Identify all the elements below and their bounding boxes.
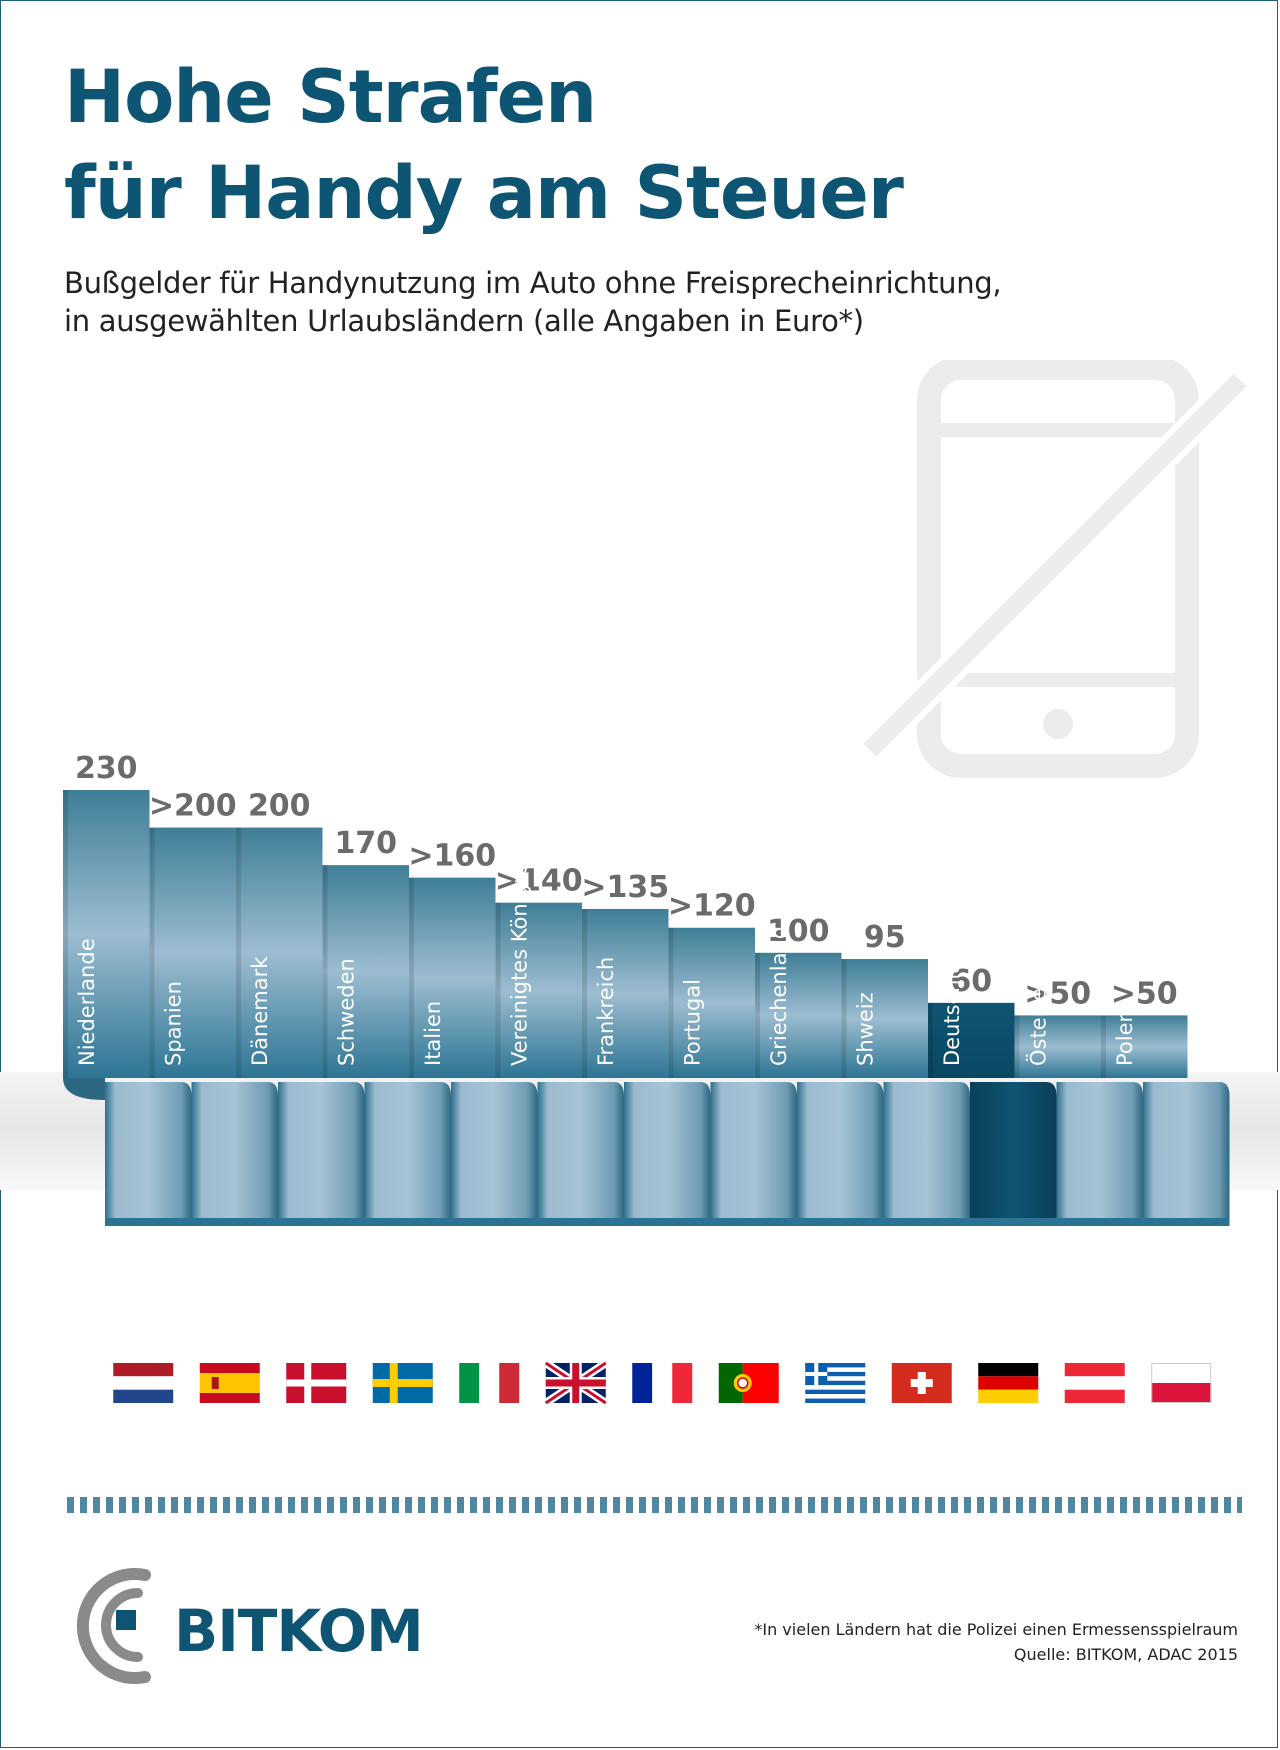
flag-netherlands bbox=[113, 1363, 174, 1403]
flag-greece bbox=[805, 1363, 866, 1403]
category-label: Portugal bbox=[681, 979, 705, 1066]
ribbon-segment bbox=[624, 1082, 711, 1226]
category-label: Dänemark bbox=[248, 956, 272, 1066]
bar-group: 200 Dänemark bbox=[236, 789, 323, 1078]
category-label: Österreich bbox=[1026, 957, 1051, 1066]
ribbon-segment bbox=[537, 1082, 624, 1226]
bar-group: >160 Italien bbox=[408, 839, 496, 1078]
bar bbox=[495, 902, 582, 1078]
page-subtitle: Bußgelder für Handynutzung im Auto ohne … bbox=[64, 264, 1002, 340]
subtitle-line-2: in ausgewählten Urlaubsländern (alle Ang… bbox=[64, 304, 864, 338]
bar bbox=[322, 865, 409, 1078]
ribbon-segment bbox=[710, 1082, 797, 1226]
flag-poland bbox=[1151, 1363, 1212, 1403]
category-label: Spanien bbox=[162, 981, 186, 1066]
ribbon-segment bbox=[278, 1082, 365, 1226]
value-label: >140 bbox=[495, 864, 583, 899]
ribbon-fold-left bbox=[63, 1078, 105, 1100]
bar-group: >120 Portugal bbox=[668, 889, 756, 1078]
category-label: Italien bbox=[421, 1001, 445, 1066]
category-label: Niederlande bbox=[75, 938, 99, 1066]
category-label: Shweiz bbox=[854, 992, 878, 1066]
bitkom-logo-icon bbox=[76, 1568, 151, 1684]
ribbon-segment bbox=[364, 1082, 451, 1226]
value-label: 95 bbox=[864, 920, 906, 955]
category-label: Schweden bbox=[335, 958, 359, 1066]
bitkom-logo: BITKOM bbox=[60, 1565, 424, 1685]
bar-group: >200 Spanien bbox=[149, 789, 237, 1078]
bar bbox=[755, 952, 842, 1078]
ribbon-segment bbox=[105, 1082, 192, 1226]
flag-switzerland bbox=[891, 1363, 952, 1403]
ribbon-segment bbox=[970, 1082, 1057, 1226]
value-label: 170 bbox=[334, 826, 397, 861]
ribbon-segment bbox=[883, 1082, 970, 1226]
ribbon-bottom-edge bbox=[105, 1218, 1230, 1226]
ribbon-segment bbox=[797, 1082, 884, 1226]
ribbon-segment bbox=[1143, 1082, 1230, 1226]
bar-chart: 230 Niederlande >200 Spanien 200 Dänemark 170 S… bbox=[0, 360, 1280, 1513]
flag-denmark bbox=[286, 1363, 347, 1403]
category-label: Polen bbox=[1113, 1009, 1137, 1066]
ribbon-segment bbox=[1056, 1082, 1143, 1226]
flag-italy bbox=[459, 1363, 520, 1403]
bar bbox=[1014, 1015, 1101, 1078]
subtitle-line-1: Bußgelder für Handynutzung im Auto ohne … bbox=[64, 266, 1002, 300]
category-label: Griechenland bbox=[767, 926, 791, 1066]
bar bbox=[1101, 1015, 1188, 1078]
ribbon-segment bbox=[191, 1082, 278, 1226]
bar bbox=[928, 1002, 1015, 1078]
title-line-2: für Handy am Steuer bbox=[64, 151, 904, 236]
bar bbox=[409, 877, 496, 1078]
flag-germany bbox=[978, 1363, 1039, 1403]
bar-group: >135 Frankreich bbox=[581, 870, 669, 1078]
bar bbox=[582, 908, 669, 1078]
page-title: Hohe Strafen für Handy am Steuer bbox=[64, 50, 904, 242]
value-label: >50 bbox=[1024, 976, 1091, 1011]
ribbon-segment bbox=[451, 1082, 538, 1226]
bar bbox=[841, 959, 928, 1078]
footnote-source: Quelle: BITKOM, ADAC 2015 bbox=[1013, 1645, 1238, 1664]
value-label: >50 bbox=[1111, 976, 1178, 1011]
value-label: >120 bbox=[668, 889, 756, 924]
no-phone-icon bbox=[859, 360, 1251, 778]
value-label: 100 bbox=[767, 914, 830, 949]
value-label: >160 bbox=[408, 839, 496, 874]
bar bbox=[149, 827, 236, 1078]
bar-group: 230 Niederlande bbox=[63, 751, 150, 1078]
flag-austria bbox=[1064, 1363, 1125, 1403]
flag-portugal bbox=[718, 1363, 779, 1403]
bar-group: 95 Shweiz bbox=[841, 920, 928, 1078]
title-line-1: Hohe Strafen bbox=[64, 55, 597, 140]
flag-france bbox=[632, 1363, 693, 1403]
value-label: 60 bbox=[950, 964, 992, 999]
bar-group: 170 Schweden bbox=[322, 826, 409, 1078]
category-label: Deutschland bbox=[940, 934, 964, 1066]
footnote-note: *In vielen Ländern hat die Polizei einen… bbox=[754, 1620, 1238, 1639]
flag-sweden bbox=[372, 1363, 433, 1403]
value-label: 230 bbox=[75, 751, 138, 786]
category-label: Vereinigtes Königreich bbox=[508, 832, 532, 1066]
value-label: >200 bbox=[149, 789, 237, 824]
category-label: Frankreich bbox=[594, 957, 618, 1066]
logo-wordmark: BITKOM bbox=[174, 1597, 424, 1665]
bar bbox=[63, 790, 150, 1078]
footnote: *In vielen Ländern hat die Polizei einen… bbox=[754, 1617, 1238, 1667]
bar bbox=[236, 827, 323, 1078]
value-label: >135 bbox=[581, 870, 669, 905]
value-label: 200 bbox=[248, 789, 311, 824]
flag-uk bbox=[543, 1359, 608, 1407]
flag-spain bbox=[199, 1363, 260, 1403]
bar bbox=[668, 927, 755, 1078]
